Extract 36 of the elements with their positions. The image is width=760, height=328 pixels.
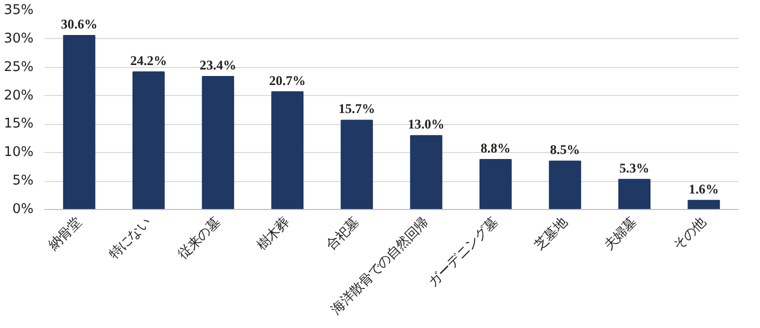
- x-tick-label: 芝墓地: [532, 215, 570, 254]
- bar: [202, 76, 234, 210]
- data-label: 8.8%: [480, 140, 511, 156]
- bar: [271, 91, 304, 210]
- bar: [63, 35, 96, 210]
- data-label: 30.6%: [60, 16, 98, 32]
- y-tick-label: 10%: [4, 145, 34, 160]
- bar: [410, 135, 442, 210]
- data-label: 5.3%: [619, 160, 650, 176]
- y-tick-label: 35%: [4, 3, 34, 18]
- bar: [688, 200, 720, 210]
- y-tick-label: 25%: [4, 60, 34, 75]
- data-label: 20.7%: [269, 72, 306, 88]
- data-label: 24.2%: [130, 52, 167, 68]
- bar: [548, 160, 582, 210]
- bar: [132, 71, 165, 210]
- y-tick-label: 30%: [4, 31, 34, 46]
- data-label: 1.6%: [688, 181, 719, 196]
- x-tick-label: 樹木葬: [254, 215, 293, 254]
- x-tick-label: 夫婦墓: [602, 215, 640, 254]
- x-tick-label: 特にない: [106, 215, 154, 263]
- x-tick-label: 従来の墓: [176, 215, 224, 263]
- y-tick-label: 20%: [4, 88, 34, 104]
- x-tick-label: 合祀墓: [324, 215, 362, 254]
- bar: [618, 178, 651, 210]
- y-tick-label: 15%: [4, 116, 34, 132]
- data-label: 23.4%: [200, 57, 236, 72]
- data-label: 8.5%: [550, 142, 580, 158]
- bar: [340, 120, 373, 210]
- x-tick-label: その他: [670, 215, 710, 254]
- y-tick-label: 0%: [12, 202, 34, 217]
- x-tick-label: 納骨堂: [46, 215, 85, 254]
- y-tick-label: 5%: [12, 174, 34, 189]
- data-label: 15.7%: [338, 101, 376, 116]
- data-label: 13.0%: [408, 116, 445, 132]
- bar: [479, 158, 512, 210]
